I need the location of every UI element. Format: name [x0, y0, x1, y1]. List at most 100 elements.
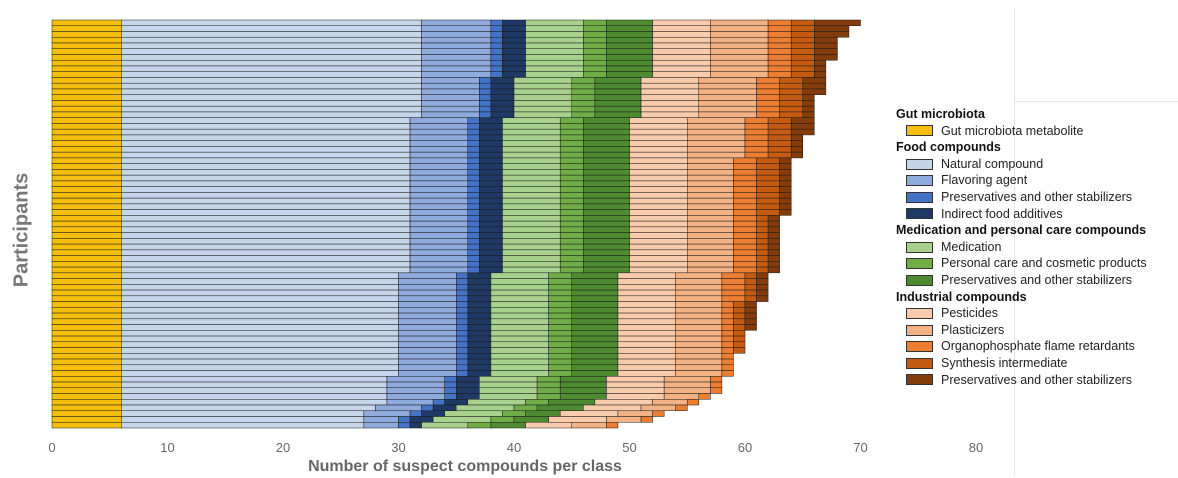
- bar-segment: [456, 341, 469, 348]
- bar-segment: [409, 238, 469, 245]
- bar-segment: [756, 100, 780, 107]
- bar-segment: [687, 157, 734, 164]
- bar-segment: [583, 25, 607, 32]
- bar-segment: [490, 42, 503, 49]
- bar-segment: [663, 376, 711, 383]
- bar-segment: [525, 31, 584, 38]
- bar-segment: [444, 376, 457, 383]
- bar-segment: [583, 48, 607, 55]
- bar-segment: [687, 174, 734, 182]
- bar-segment: [744, 151, 769, 159]
- participant-bar: [51, 307, 757, 314]
- legend: Gut microbiota Gut microbiota metabolite F…: [896, 106, 1176, 388]
- bar-segment: [571, 272, 619, 279]
- bar-segment: [467, 318, 492, 325]
- bar-segment: [687, 192, 734, 199]
- bar-segment: [467, 335, 492, 343]
- bar-segment: [467, 266, 480, 274]
- bar-segment: [51, 353, 122, 360]
- bar-segment: [548, 324, 573, 331]
- bar-segment: [652, 59, 711, 67]
- bar-segment: [467, 353, 492, 360]
- bar-segment: [629, 203, 688, 210]
- bar-segment: [502, 48, 526, 55]
- bar-segment: [51, 117, 122, 124]
- legend-swatch: [906, 258, 933, 270]
- bar-segment: [548, 353, 573, 360]
- participant-bar: [51, 203, 792, 210]
- bar-segment: [617, 341, 676, 348]
- bar-segment: [121, 105, 422, 113]
- bar-segment: [121, 307, 399, 314]
- bar-segment: [51, 111, 122, 118]
- bar-segment: [51, 25, 122, 32]
- bar-segment: [51, 284, 122, 291]
- bar-segment: [548, 370, 573, 377]
- bar-segment: [121, 243, 411, 251]
- bar-segment: [687, 151, 746, 159]
- bar-segment: [559, 146, 584, 153]
- bar-segment: [629, 215, 688, 222]
- bar-segment: [490, 31, 503, 38]
- bar-segment: [571, 324, 619, 331]
- bar-segment: [594, 105, 642, 113]
- bar-segment: [479, 174, 503, 182]
- bar-segment: [398, 307, 457, 314]
- bar-segment: [767, 65, 792, 72]
- bar-segment: [583, 226, 630, 233]
- bar-segment: [675, 307, 723, 314]
- bar-segment: [617, 312, 676, 320]
- bar-segment: [432, 399, 445, 406]
- bar-segment: [733, 335, 746, 343]
- bar-segment: [121, 381, 388, 389]
- participant-bar: [51, 272, 769, 279]
- bar-segment: [687, 255, 734, 262]
- bar-segment: [571, 318, 619, 325]
- bar-segment: [121, 163, 411, 170]
- bar-segment: [121, 180, 411, 187]
- bar-segment: [756, 232, 769, 239]
- bar-segment: [467, 289, 492, 297]
- participant-bar: [51, 163, 792, 170]
- bar-segment: [121, 226, 411, 233]
- bar-segment: [456, 387, 480, 394]
- bar-segment: [583, 404, 642, 412]
- bar-segment: [790, 19, 815, 26]
- legend-swatch: [906, 175, 933, 187]
- bar-segment: [583, 146, 630, 153]
- bar-segment: [479, 261, 503, 268]
- participant-bar: [51, 232, 780, 239]
- legend-label: Natural compound: [941, 156, 1044, 171]
- bar-segment: [790, 151, 804, 159]
- bar-segment: [583, 128, 630, 136]
- bar-segment: [456, 324, 469, 331]
- bar-segment: [756, 197, 780, 205]
- bar-segment: [629, 140, 688, 147]
- bar-segment: [756, 249, 769, 256]
- bar-segment: [121, 215, 411, 222]
- bar-segment: [51, 180, 122, 187]
- bar-segment: [814, 25, 850, 32]
- bar-segment: [559, 261, 584, 268]
- bar-segment: [51, 376, 122, 383]
- bar-segment: [779, 105, 804, 113]
- bar-segment: [675, 358, 723, 366]
- bar-segment: [502, 220, 561, 228]
- bar-segment: [710, 71, 769, 78]
- participant-bar: [51, 249, 780, 256]
- participant-bar: [51, 243, 780, 251]
- bar-segment: [502, 232, 561, 239]
- participant-bar: [51, 364, 734, 371]
- participant-bar: [51, 347, 746, 354]
- bar-segment: [409, 416, 434, 423]
- bar-segment: [456, 347, 469, 354]
- bar-segment: [51, 335, 122, 343]
- bar-segment: [687, 243, 734, 251]
- bar-segment: [733, 347, 746, 354]
- bar-segment: [687, 203, 734, 210]
- bar-segment: [802, 82, 827, 90]
- bar-segment: [536, 387, 561, 394]
- bar-segment: [490, 289, 549, 297]
- participant-bar: [51, 301, 757, 308]
- bar-segment: [502, 261, 561, 268]
